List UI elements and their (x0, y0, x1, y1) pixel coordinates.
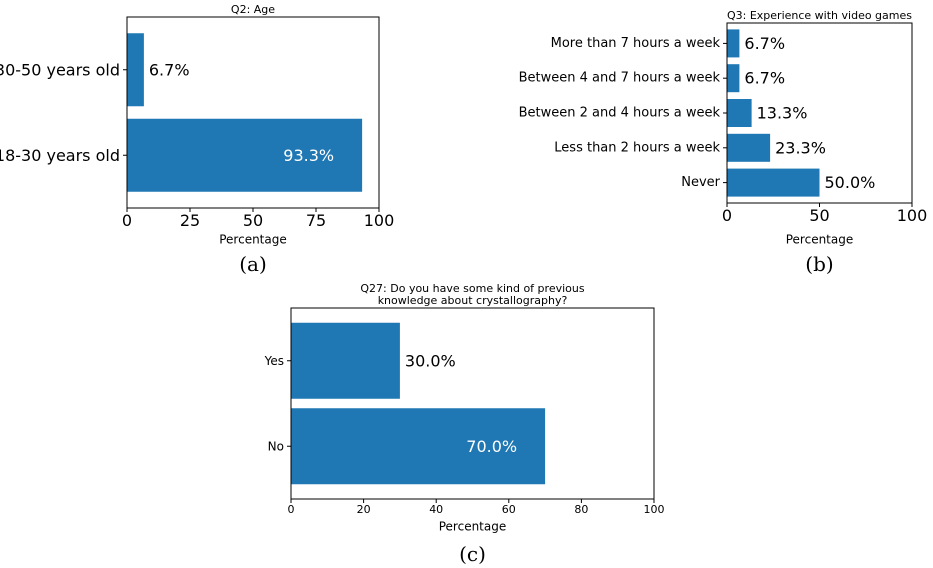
data-label: 70.0% (466, 437, 517, 456)
category-label: More than 7 hours a week (551, 36, 721, 51)
x-tick-label: 60 (502, 503, 516, 516)
data-label: 30.0% (405, 351, 456, 370)
category-label: Between 4 and 7 hours a week (519, 71, 721, 86)
category-label: Yes (264, 354, 284, 368)
x-tick-label: 20 (357, 503, 371, 516)
chart-title: Q3: Experience with video games (727, 9, 912, 22)
x-axis-label: Percentage (219, 233, 287, 247)
data-label: 6.7% (744, 69, 785, 88)
category-label: Between 2 and 4 hours a week (519, 106, 721, 121)
x-tick-label: 100 (364, 211, 395, 230)
x-axis-label: Percentage (786, 233, 854, 247)
bar-experience-2 (727, 99, 752, 127)
chart-title: knowledge about crystallography? (378, 294, 568, 307)
data-label: 50.0% (825, 173, 876, 192)
figure-caption: (b) (805, 252, 833, 276)
category-label: 18-30 years old (0, 146, 120, 165)
x-tick-label: 40 (429, 503, 443, 516)
chart-title: Q27: Do you have some kind of previous (360, 282, 584, 295)
x-tick-label: 80 (574, 503, 588, 516)
x-tick-label: 50 (243, 211, 263, 230)
category-label: No (268, 439, 284, 453)
x-tick-label: 50 (809, 206, 829, 225)
x-tick-label: 100 (897, 206, 928, 225)
bar-age-1 (127, 118, 363, 192)
x-tick-label: 0 (122, 211, 132, 230)
bar-experience-4 (727, 168, 820, 197)
plot-frame (290, 307, 655, 500)
chart-experience: More than 7 hours a week 6.7% Between 4 an… (519, 9, 928, 276)
x-tick-label: 100 (644, 503, 665, 516)
bar-experience-1 (727, 64, 740, 93)
x-tick-label: 25 (180, 211, 200, 230)
data-label: 23.3% (775, 138, 826, 157)
data-label: 93.3% (283, 146, 334, 165)
x-tick-label: 0 (288, 503, 295, 516)
bar-crystallography-0 (291, 322, 400, 399)
data-label: 6.7% (149, 60, 190, 79)
figure-caption: (a) (239, 252, 267, 276)
x-axis-label: Percentage (439, 520, 507, 534)
category-label: Never (681, 175, 720, 190)
bar-experience-3 (727, 133, 771, 162)
x-tick-label: 75 (306, 211, 326, 230)
chart-title: Q2: Age (231, 3, 275, 16)
figure-caption: (c) (459, 542, 486, 566)
category-label: 30-50 years old (0, 60, 120, 79)
bar-experience-0 (727, 29, 740, 58)
bar-crystallography-1 (291, 408, 546, 485)
data-label: 6.7% (744, 34, 785, 53)
x-tick-label: 0 (722, 206, 732, 225)
bar-age-0 (127, 33, 144, 107)
chart-crystallography: Yes 30.0% No 70.0% 0 20 40 60 80 100 Percentage Q27… (264, 282, 665, 566)
data-label: 13.3% (757, 104, 808, 123)
chart-age: 30-50 years old 6.7% 18-30 years old 93.3% 0… (0, 3, 394, 276)
category-label: Less than 2 hours a week (554, 140, 720, 155)
